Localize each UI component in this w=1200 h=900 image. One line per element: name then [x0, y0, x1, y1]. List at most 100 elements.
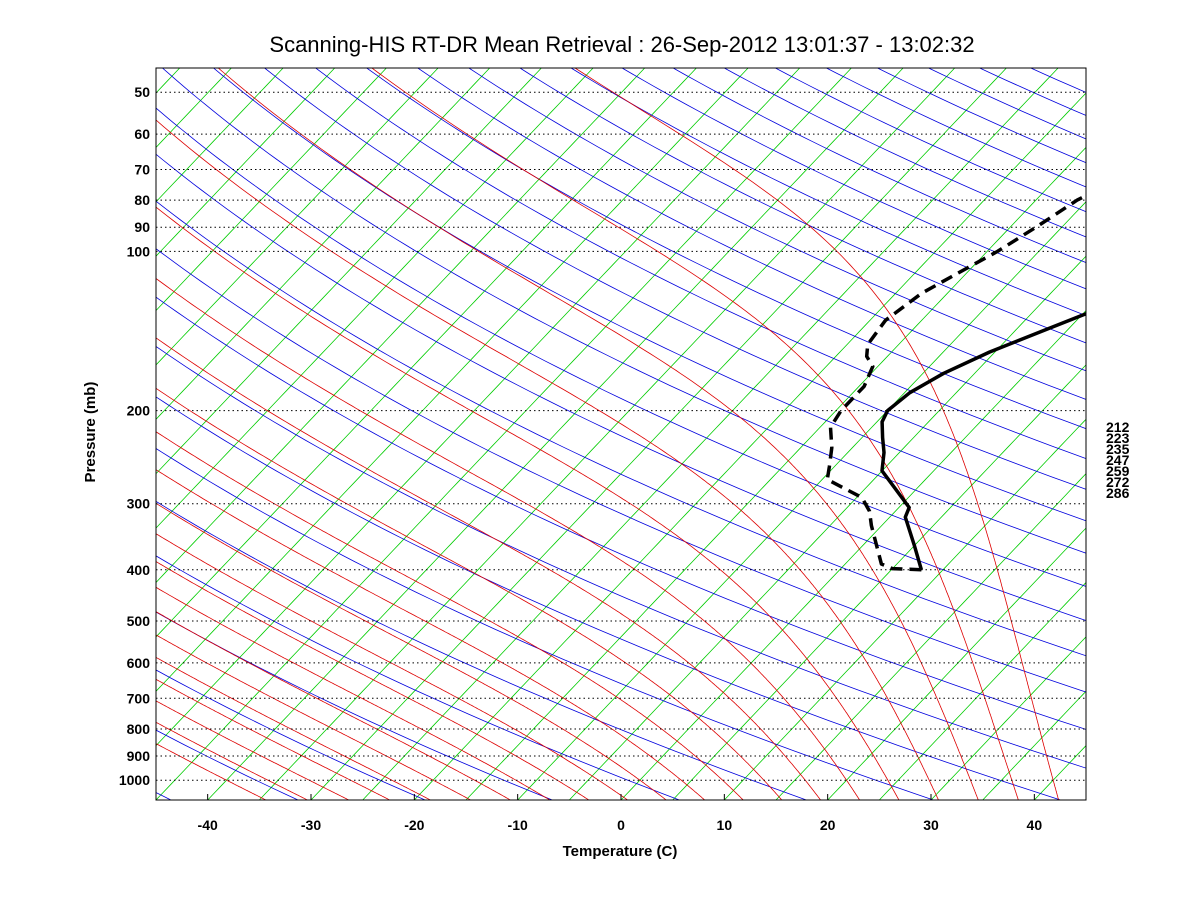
y-axis-label: Pressure (mb): [82, 382, 99, 483]
x-tick-label: -20: [404, 817, 424, 833]
dry-adiabat-line: [156, 345, 1086, 769]
isotherm-line: [156, 68, 490, 420]
moist-adiabat-line: [156, 469, 705, 800]
moist-adiabat-line: [156, 656, 431, 800]
dry-adiabat-line: [570, 68, 1086, 317]
right-side-label: 212: [1106, 419, 1130, 435]
right-side-label: 272: [1106, 474, 1130, 490]
isotherm-line: [156, 68, 335, 257]
chart-title: Scanning-HIS RT-DR Mean Retrieval : 26-S…: [269, 32, 974, 57]
y-tick-label: 200: [127, 403, 151, 419]
profile-lines: [825, 193, 1086, 572]
moist-adiabat-line: [156, 678, 390, 800]
isotherm-line: [156, 68, 697, 638]
y-tick-label: 300: [127, 496, 151, 512]
isotherm-line: [930, 636, 1086, 800]
isotherm-line: [0, 68, 128, 800]
isotherm-line: [620, 309, 1086, 800]
dry-adiabat-line: [775, 68, 1086, 213]
moist-adiabat-line: [217, 68, 979, 800]
isotherm-line: [310, 68, 1007, 800]
isotherm-line: [517, 201, 1086, 800]
moist-adiabat-line: [156, 611, 511, 800]
y-tick-label: 400: [127, 562, 151, 578]
right-side-label: 235: [1106, 441, 1130, 457]
moist-adiabat-line: [156, 700, 349, 800]
isotherm-line: [207, 68, 904, 800]
isotherm-line: [156, 68, 800, 747]
moist-adiabat-line: [156, 119, 939, 800]
moist-adiabat-line: [156, 721, 308, 800]
isotherm-line: [724, 418, 1086, 800]
moist-adiabat-line: [156, 206, 900, 800]
x-axis-ticks: -40 -30 -20 -10 0 10 20 30 40: [198, 794, 1043, 833]
isotherm-line: [0, 68, 25, 800]
isotherm-line: [156, 68, 542, 475]
y-tick-label: 1000: [119, 772, 150, 788]
isotherm-line: [827, 527, 1086, 800]
y-tick-label: 900: [127, 748, 151, 764]
y-tick-label: 70: [134, 161, 150, 177]
x-tick-label: -30: [301, 817, 321, 833]
y-tick-label: 800: [127, 721, 151, 737]
dewpoint-line: [825, 193, 1086, 572]
y-tick-label: 80: [134, 192, 150, 208]
dry-adiabat-line: [156, 396, 1061, 800]
dry-adiabat-line: [156, 107, 1086, 587]
right-side-label: 259: [1106, 463, 1130, 479]
x-tick-label: -10: [508, 817, 528, 833]
x-tick-label: 0: [617, 817, 625, 833]
x-tick-label: 30: [923, 817, 939, 833]
y-tick-label: 600: [127, 655, 151, 671]
dry-adiabat-line: [156, 200, 1086, 657]
y-tick-label: 60: [134, 126, 150, 142]
x-axis-label: Temperature (C): [563, 843, 678, 860]
dry-adiabat-line: [156, 153, 1086, 621]
right-side-label: 286: [1106, 485, 1130, 501]
x-tick-label: -40: [198, 817, 218, 833]
dry-adiabat-line: [673, 68, 1086, 264]
y-tick-label: 500: [127, 613, 151, 629]
moist-adiabat-line: [574, 68, 1059, 800]
isotherm-line: [879, 581, 1086, 800]
dry-adiabat-line: [156, 448, 934, 800]
dry-adiabat-line: [264, 68, 1086, 490]
right-side-label: 223: [1106, 430, 1130, 446]
dry-adiabat-line: [724, 68, 1086, 238]
y-axis-ticks: 50 60 70 80 90 100 200 300 400 500 600 700 800 900 100…: [119, 84, 150, 788]
background-lines: [0, 68, 1086, 800]
isotherm-line: [156, 68, 594, 529]
dry-adiabat-line: [156, 555, 680, 800]
y-tick-label: 700: [127, 690, 151, 706]
moist-adiabat-line: [371, 68, 1019, 800]
right-side-label: 247: [1106, 452, 1130, 468]
plot-frame: [156, 68, 1086, 800]
dry-adiabat-line: [156, 669, 426, 800]
moist-adiabat-line: [156, 743, 267, 800]
isotherm-line: [156, 68, 387, 312]
moist-adiabat-line: [156, 561, 590, 800]
isotherm-line: [465, 146, 1086, 800]
moist-adiabat-line: [156, 533, 628, 800]
y-tick-label: 100: [127, 243, 151, 259]
moist-adiabat-line: [156, 586, 550, 800]
dry-adiabat-line: [156, 296, 1086, 730]
x-tick-label: 20: [820, 817, 836, 833]
pressure-gridlines: [156, 91, 1086, 781]
dry-adiabat-line: [315, 68, 1086, 460]
moist-adiabat-line: [156, 431, 744, 800]
dry-adiabat-line: [519, 68, 1086, 344]
dry-adiabat-line: [621, 68, 1086, 290]
isotherm-line: [156, 68, 645, 584]
x-tick-label: 10: [717, 817, 733, 833]
dry-adiabat-line: [162, 68, 1086, 554]
x-tick-label: 40: [1027, 817, 1043, 833]
moist-adiabat-line: [156, 502, 667, 800]
y-tick-label: 90: [134, 219, 150, 235]
dry-adiabat-line: [213, 68, 1086, 522]
moist-adiabat-line: [156, 387, 783, 800]
y-tick-label: 50: [134, 84, 150, 100]
isotherm-line: [156, 68, 284, 203]
